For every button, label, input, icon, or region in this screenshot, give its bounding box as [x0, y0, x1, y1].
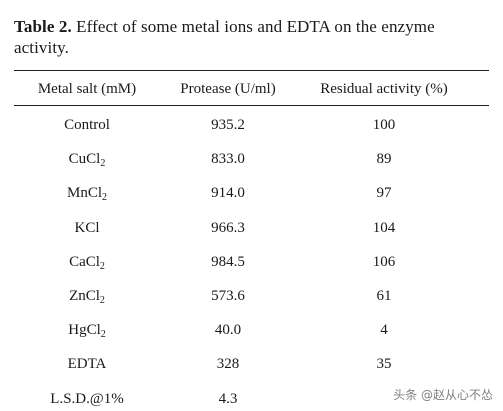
metal-salt-name: KCl: [74, 220, 100, 236]
residual-activity-cell: 104: [372, 220, 396, 236]
residual-activity-cell: 61: [376, 288, 392, 304]
residual-activity-cell: 106: [372, 254, 396, 270]
metal-salt-cell: CuCl2: [14, 150, 160, 169]
residual-activity-cell: 100: [372, 117, 396, 133]
metal-salt-name: HgCl: [68, 322, 101, 338]
metal-salt-subscript: 2: [102, 192, 107, 203]
metal-salt-cell: L.S.D.@1%: [14, 390, 160, 408]
metal-salt-name: ZnCl: [69, 288, 100, 304]
residual-activity-cell: 97: [376, 185, 392, 201]
metal-salt-cell: KCl: [14, 219, 160, 237]
protease-cell: 984.5: [211, 254, 245, 270]
metal-salt-name: EDTA: [67, 356, 107, 372]
metal-salt-cell: ZnCl2: [14, 287, 160, 306]
column-header-residual-activity: Residual activity (%): [320, 81, 448, 97]
column-header-metal-salt: Metal salt (mM): [37, 81, 137, 97]
protease-cell: 935.2: [211, 117, 245, 133]
metal-salt-cell: Control: [14, 116, 160, 134]
metal-salt-subscript: 2: [100, 158, 106, 169]
protease-cell: 966.3: [211, 220, 245, 236]
metal-salt-name: Control: [64, 117, 110, 133]
metal-salt-cell: EDTA: [14, 355, 160, 373]
metal-salt-name: CuCl: [68, 151, 101, 167]
protease-cell: 573.6: [211, 288, 245, 304]
table-header-rule: [14, 105, 489, 106]
protease-cell: 4.3: [218, 391, 238, 407]
metal-salt-subscript: 2: [99, 261, 105, 272]
protease-cell: 833.0: [211, 151, 245, 167]
metal-salt-name: CaCl: [69, 254, 100, 270]
metal-salt-cell: HgCl2: [14, 321, 160, 340]
residual-activity-cell: 89: [376, 151, 392, 167]
protease-cell: 914.0: [211, 185, 245, 201]
protease-cell: 40.0: [214, 322, 242, 338]
protease-cell: 328: [216, 356, 240, 372]
metal-salt-subscript: 2: [99, 295, 105, 306]
residual-activity-cell: 4: [380, 322, 388, 338]
metal-salt-name: MnCl: [66, 185, 102, 201]
column-header-protease: Protease (U/ml): [180, 81, 276, 97]
table-caption-label: Table 2.: [14, 17, 72, 36]
residual-activity-cell: 35: [376, 356, 392, 372]
metal-salt-subscript: 2: [100, 329, 106, 340]
metal-salt-cell: CaCl2: [14, 253, 160, 272]
table-top-rule: [14, 70, 489, 71]
table-caption-text: Effect of some metal ions and EDTA on th…: [14, 17, 435, 57]
metal-salt-cell: MnCl2: [14, 184, 160, 203]
metal-salt-name: L.S.D.@1%: [50, 391, 124, 407]
table-caption: Table 2. Effect of some metal ions and E…: [14, 16, 494, 58]
watermark-text: 头条 @赵从心不怂: [393, 388, 493, 402]
